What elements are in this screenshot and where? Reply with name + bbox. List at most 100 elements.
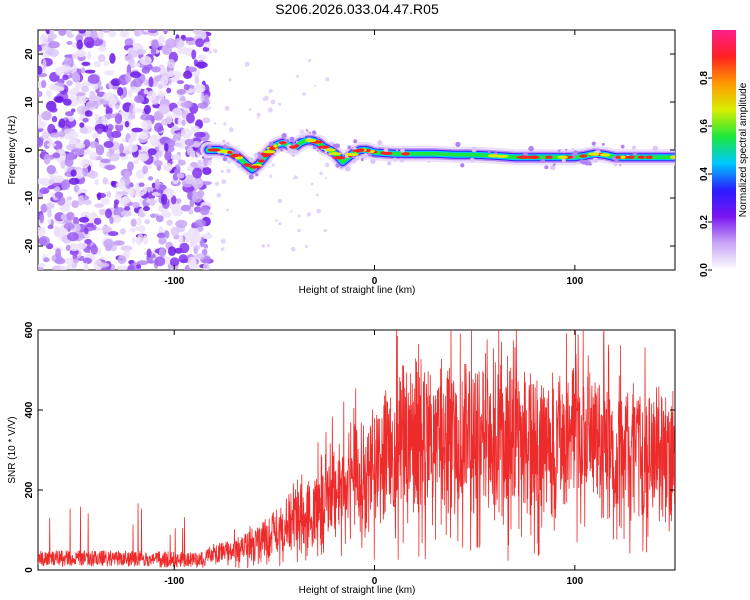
snr-y-tick-label: 0 — [24, 567, 35, 573]
signal-halo — [225, 141, 230, 147]
noise-blob — [38, 120, 46, 129]
signal-halo — [273, 153, 275, 156]
spectrogram-y-axis-label: Frequency (Hz) — [7, 116, 18, 185]
noise-blob — [46, 165, 56, 175]
signal-hotspot — [516, 155, 531, 159]
noise-blob — [139, 132, 149, 140]
signal-hotspot — [627, 155, 635, 159]
noise-blob — [170, 154, 182, 161]
signal-halo — [400, 148, 405, 154]
noise-blob — [104, 70, 115, 76]
noise-blob — [94, 113, 100, 121]
noise-speck — [223, 122, 227, 126]
noise-speck — [248, 108, 252, 111]
spectrogram-noise-region — [38, 30, 330, 270]
signal-hotspot — [262, 150, 276, 154]
noise-blob — [156, 232, 166, 239]
noise-blob — [79, 122, 85, 128]
noise-blob — [41, 128, 49, 140]
noise-blob — [151, 39, 159, 50]
noise-blob — [48, 41, 60, 49]
noise-blob — [129, 86, 141, 93]
noise-blob — [119, 30, 130, 38]
noise-blob — [188, 264, 199, 269]
noise-blob — [42, 59, 47, 70]
noise-blob — [163, 162, 173, 172]
figure-title: S206.2026.033.04.47.R05 — [275, 1, 439, 17]
noise-blob — [97, 192, 102, 201]
noise-blob — [97, 262, 110, 268]
snr-y-tick-label: 600 — [24, 321, 35, 338]
noise-blob — [129, 104, 134, 114]
noise-blob — [40, 203, 48, 213]
noise-blob — [157, 35, 166, 47]
signal-halo — [353, 139, 358, 144]
noise-blob — [131, 127, 143, 133]
noise-blob — [158, 144, 166, 153]
noise-speck — [220, 238, 226, 244]
noise-blob — [141, 66, 150, 74]
noise-speck — [325, 177, 328, 180]
noise-blob — [197, 159, 203, 168]
signal-halo — [309, 131, 312, 134]
noise-blob — [116, 265, 128, 270]
noise-blob — [154, 256, 166, 267]
noise-blob — [142, 165, 149, 175]
noise-blob — [124, 72, 132, 83]
noise-blob — [151, 66, 161, 73]
spectrogram-y-tick-label: -10 — [24, 190, 35, 205]
noise-blob — [136, 264, 142, 269]
noise-blob — [38, 178, 46, 185]
noise-blob — [67, 90, 78, 96]
noise-blob — [108, 31, 117, 37]
noise-blob — [108, 153, 120, 162]
spectrogram-x-tick-label: 0 — [372, 276, 378, 287]
noise-blob — [167, 59, 176, 69]
noise-blob — [161, 44, 173, 55]
noise-speck — [307, 59, 312, 63]
noise-blob — [194, 219, 206, 228]
noise-blob — [114, 104, 120, 110]
noise-blob — [183, 37, 195, 42]
noise-blob — [128, 137, 133, 146]
noise-speck — [268, 89, 273, 93]
noise-blob — [97, 54, 106, 63]
noise-blob — [51, 115, 58, 123]
noise-speck — [277, 198, 282, 204]
noise-blob — [116, 191, 129, 196]
signal-halo — [469, 157, 475, 163]
noise-blob — [192, 167, 203, 179]
signal-hotspot — [599, 153, 611, 157]
snr-y-tick-label: 400 — [24, 401, 35, 418]
noise-blob — [106, 191, 112, 198]
noise-blob — [141, 187, 147, 195]
signal-halo — [296, 140, 298, 143]
noise-blob — [79, 126, 88, 134]
noise-blob — [72, 258, 79, 264]
noise-blob — [140, 113, 152, 121]
noise-blob — [81, 61, 91, 66]
noise-speck — [290, 246, 296, 252]
noise-blob — [163, 30, 168, 34]
signal-hotspot — [234, 156, 244, 160]
noise-blob — [178, 254, 188, 264]
noise-speck — [214, 181, 219, 186]
noise-blob — [77, 188, 88, 194]
noise-blob — [119, 152, 126, 157]
noise-blob — [119, 228, 126, 235]
noise-blob — [113, 199, 120, 205]
noise-blob — [186, 112, 195, 124]
noise-speck — [306, 212, 311, 217]
noise-blob — [199, 206, 210, 216]
signal-halo — [620, 144, 625, 149]
signal-halo — [373, 146, 376, 148]
noise-blob — [70, 169, 77, 177]
noise-blob — [100, 158, 111, 164]
noise-blob — [143, 206, 150, 212]
spectrogram-signal-track — [200, 129, 675, 180]
noise-blob — [114, 113, 123, 125]
signal-halo — [396, 149, 398, 152]
noise-blob — [81, 85, 89, 93]
noise-blob — [96, 128, 103, 135]
noise-blob — [64, 154, 74, 161]
